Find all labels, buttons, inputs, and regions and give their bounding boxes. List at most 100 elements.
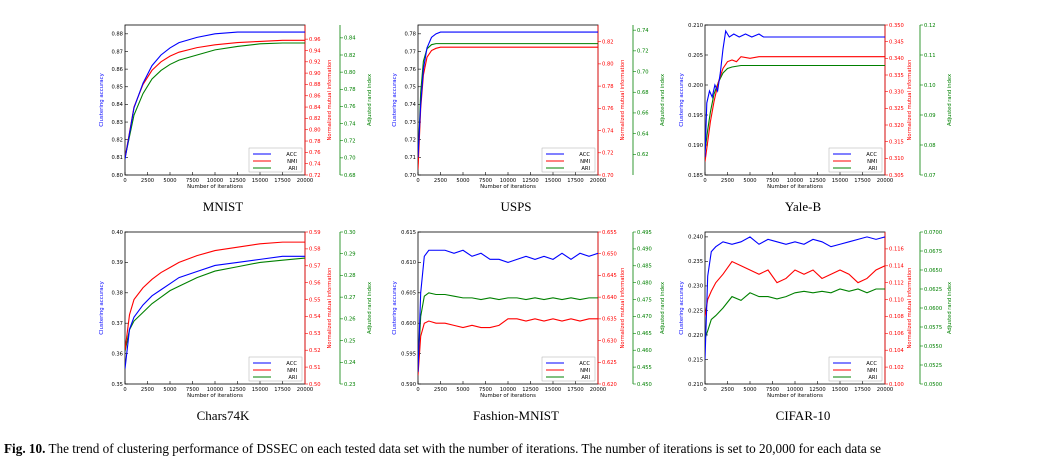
y-tick-label-ari: 0.495 [637, 230, 652, 236]
legend-label-ari: ARI [581, 375, 590, 381]
y-tick-label-nmi: 0.78 [602, 84, 614, 90]
y-tick-label-nmi: 0.58 [309, 247, 321, 253]
x-tick-label: 7500 [186, 387, 199, 393]
x-tick-label: 15000 [252, 178, 269, 184]
y-tick-label-nmi: 0.54 [309, 314, 321, 320]
y-tick-label-nmi: 0.72 [602, 151, 614, 157]
x-axis-label: Number of iterations [480, 393, 536, 399]
y-tick-label-ari: 0.68 [344, 173, 356, 179]
y-axis-label-ari: Adjusted rand index [947, 74, 953, 126]
y-tick-label-ari: 0.475 [637, 297, 652, 303]
x-tick-label: 2500 [141, 387, 154, 393]
x-tick-label: 15000 [832, 387, 849, 393]
series-line-nmi [125, 39, 305, 159]
y-tick-label-nmi: 0.625 [602, 360, 617, 366]
x-tick-label: 17500 [854, 178, 871, 184]
x-axis-label: Number of iterations [767, 184, 823, 190]
x-tick-label: 17500 [274, 178, 291, 184]
y-tick-label-acc: 0.82 [111, 138, 123, 144]
y-axis-label-acc: Clustering accuracy [392, 72, 398, 126]
legend-label-nmi: NMI [580, 159, 590, 165]
legend-label-ari: ARI [868, 166, 877, 172]
y-tick-label-acc: 0.72 [404, 138, 416, 144]
y-tick-label-nmi: 0.50 [309, 382, 321, 388]
x-tick-label: 7500 [766, 178, 779, 184]
x-tick-label: 7500 [766, 387, 779, 393]
y-tick-label-ari: 0.70 [637, 69, 649, 75]
y-tick-label-acc: 0.76 [404, 67, 416, 73]
x-tick-label: 2500 [434, 178, 447, 184]
y-tick-label-nmi: 0.315 [889, 139, 904, 145]
y-axis-label-nmi: Normalized mutual information [907, 268, 913, 349]
x-tick-label: 10000 [787, 387, 804, 393]
series-line-ari [705, 64, 885, 152]
y-tick-label-ari: 0.460 [637, 348, 652, 354]
series-line-ari [125, 257, 305, 352]
y-axis-label-acc: Clustering accuracy [99, 72, 105, 126]
y-tick-label-nmi: 0.100 [889, 382, 904, 388]
y-tick-label-ari: 0.10 [924, 83, 936, 89]
y-tick-label-ari: 0.25 [344, 338, 356, 344]
x-tick-label: 12500 [809, 387, 826, 393]
x-tick-label: 10000 [787, 178, 804, 184]
chart-panel: 0 2500 5000 7500 10000 12500 15000 17500 20000 Nu… [99, 24, 373, 214]
y-tick-label-acc: 0.40 [111, 230, 123, 236]
x-tick-label: 0 [703, 387, 706, 393]
y-axis-label-nmi: Normalized mutual information [620, 268, 626, 349]
y-tick-label-nmi: 0.104 [889, 348, 905, 354]
y-tick-label-nmi: 0.350 [889, 23, 904, 29]
y-tick-label-ari: 0.0675 [924, 249, 942, 255]
y-tick-label-ari: 0.28 [344, 273, 356, 279]
y-tick-label-ari: 0.76 [344, 104, 356, 110]
y-tick-label-acc: 0.190 [688, 143, 703, 149]
y-tick-label-nmi: 0.94 [309, 48, 321, 54]
y-tick-label-acc: 0.195 [688, 113, 703, 119]
y-tick-label-acc: 0.39 [111, 260, 123, 266]
y-tick-label-nmi: 0.76 [309, 150, 321, 156]
y-tick-label-ari: 0.485 [637, 264, 652, 270]
y-tick-label-acc: 0.35 [111, 382, 123, 388]
y-tick-label-ari: 0.62 [637, 152, 649, 158]
x-tick-label: 15000 [252, 387, 269, 393]
x-tick-label: 15000 [832, 178, 849, 184]
legend-label-ari: ARI [288, 166, 297, 172]
x-tick-label: 5000 [456, 178, 469, 184]
y-tick-label-ari: 0.0700 [924, 230, 942, 236]
y-tick-label-acc: 0.600 [401, 321, 416, 327]
y-tick-label-ari: 0.450 [637, 382, 652, 388]
y-tick-label-nmi: 0.82 [309, 116, 321, 122]
x-tick-label: 10000 [500, 178, 517, 184]
series-line-acc [125, 31, 305, 160]
y-tick-label-acc: 0.88 [111, 32, 123, 38]
y-tick-label-nmi: 0.70 [602, 173, 614, 179]
x-tick-label: 15000 [545, 387, 562, 393]
series-line-nmi [705, 260, 885, 317]
chart-title: CIFAR-10 [776, 408, 831, 423]
legend-label-acc: ACC [286, 152, 297, 158]
y-tick-label-nmi: 0.108 [889, 314, 904, 320]
y-tick-label-ari: 0.68 [637, 90, 649, 96]
y-tick-label-nmi: 0.645 [602, 273, 617, 279]
x-tick-label: 5000 [456, 387, 469, 393]
caption-label: Fig. 10. [4, 441, 46, 456]
y-tick-label-nmi: 0.92 [309, 60, 321, 66]
x-tick-label: 2500 [434, 387, 447, 393]
y-tick-label-nmi: 0.630 [602, 338, 617, 344]
x-tick-label: 7500 [479, 178, 492, 184]
y-tick-label-nmi: 0.335 [889, 73, 904, 79]
y-tick-label-ari: 0.82 [344, 53, 356, 59]
chart-title: USPS [500, 199, 531, 214]
x-tick-label: 5000 [743, 178, 756, 184]
chart-title: MNIST [203, 199, 244, 214]
y-tick-label-nmi: 0.310 [889, 156, 904, 162]
y-tick-label-nmi: 0.55 [309, 297, 321, 303]
figure-caption: Fig. 10. The trend of clustering perform… [4, 441, 1034, 457]
y-tick-label-acc: 0.220 [688, 333, 703, 339]
y-tick-label-acc: 0.200 [688, 83, 703, 89]
y-tick-label-acc: 0.205 [688, 53, 703, 59]
y-tick-label-acc: 0.235 [688, 259, 703, 265]
y-tick-label-nmi: 0.78 [309, 139, 321, 145]
x-tick-label: 20000 [877, 387, 894, 393]
y-tick-label-nmi: 0.114 [889, 264, 905, 270]
y-tick-label-ari: 0.74 [344, 121, 356, 127]
